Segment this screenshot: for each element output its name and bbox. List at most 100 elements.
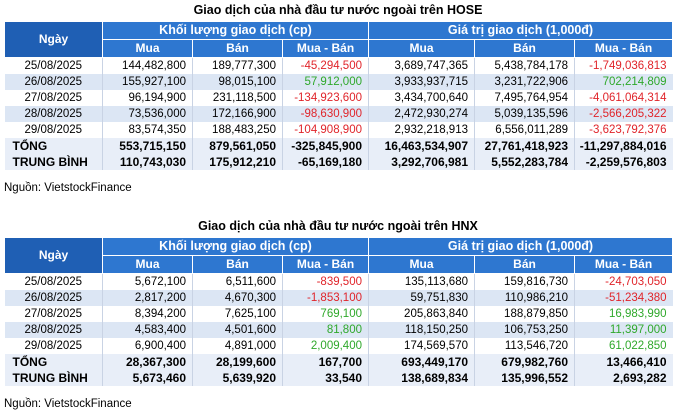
value-net: -2,259,576,803: [573, 154, 673, 170]
value-sell: 106,753,250: [474, 322, 575, 338]
volume-sell: 6,511,600: [192, 273, 283, 290]
table-row: 29/08/2025 6,900,400 4,891,000 2,009,400…: [5, 338, 673, 354]
total-label: TỔNG: [4, 138, 103, 154]
volume-net: -65,169,180: [282, 154, 369, 170]
hnx-sub-val-net: Mua - Bán: [573, 255, 674, 274]
volume-buy: 96,194,900: [102, 90, 193, 106]
volume-sell: 4,670,300: [192, 290, 283, 306]
value-sell: 3,231,722,906: [474, 74, 575, 90]
value-sell: 5,552,283,784: [474, 154, 575, 170]
value-buy: 3,689,747,365: [368, 57, 475, 74]
volume-buy: 6,900,400: [102, 338, 193, 354]
row-date: 25/08/2025: [24, 276, 83, 288]
value-buy: 138,689,834: [368, 370, 475, 386]
value-net: -3,623,792,376: [573, 122, 673, 138]
hnx-sub-val-buy: Mua: [368, 255, 475, 274]
volume-net: -98,630,900: [282, 106, 369, 122]
row-date: 29/08/2025: [24, 124, 83, 136]
total-row: TỔNG 553,715,150 879,561,050 -325,845,90…: [4, 138, 673, 154]
hose-sub-val-sell: Bán: [474, 39, 575, 58]
value-sell: 135,996,552: [474, 370, 575, 386]
value-net: -24,703,050: [573, 273, 673, 290]
value-net: -1,749,036,813: [573, 57, 673, 74]
average-label: TRUNG BÌNH: [4, 370, 103, 386]
volume-net: -134,923,600: [282, 90, 369, 106]
hnx-source: Nguồn: VietstockFinance: [4, 398, 132, 410]
value-buy: 693,449,170: [368, 354, 475, 370]
value-net: -11,297,884,016: [573, 138, 673, 154]
volume-buy: 553,715,150: [102, 138, 193, 154]
hose-col-day: Ngày: [4, 21, 103, 58]
hose-sub-vol-buy: Mua: [102, 39, 193, 58]
row-date: 25/08/2025: [24, 60, 83, 72]
volume-sell: 175,912,210: [192, 154, 283, 170]
hnx-title: Giao dịch của nhà đầu tư nước ngoài trên…: [198, 219, 478, 233]
value-net: 11,397,000: [573, 322, 673, 338]
value-sell: 188,879,850: [474, 306, 575, 322]
value-net: 13,466,410: [573, 354, 673, 370]
hose-sub-vol-sell: Bán: [192, 39, 283, 58]
table-row: 26/08/2025 2,817,200 4,670,300 -1,853,10…: [4, 290, 673, 306]
value-sell: 113,546,720: [474, 338, 575, 354]
value-net: -4,061,064,314: [573, 90, 673, 106]
volume-sell: 4,501,600: [192, 322, 283, 338]
average-label: TRUNG BÌNH: [4, 154, 103, 170]
value-net: -51,234,380: [573, 290, 673, 306]
value-net: 2,693,282: [573, 370, 673, 386]
hnx-group-value: Giá trị giao dịch (1,000đ): [367, 237, 674, 256]
table-row: 27/08/2025 8,394,200 7,625,100 769,100 2…: [5, 306, 673, 322]
total-label: TỔNG: [4, 354, 103, 370]
row-date: 29/08/2025: [24, 340, 83, 352]
value-sell: 7,495,764,954: [474, 90, 575, 106]
table-row: 25/08/2025 5,672,100 6,511,600 -839,500 …: [5, 273, 673, 290]
hnx-sub-vol-sell: Bán: [192, 255, 283, 274]
volume-buy: 144,482,800: [102, 57, 193, 74]
table-row: 28/08/2025 73,536,000 172,166,900 -98,63…: [4, 106, 673, 122]
volume-sell: 879,561,050: [192, 138, 283, 154]
hnx-table: Ngày Khối lượng giao dịch (cp) Giá trị g…: [4, 237, 674, 386]
row-date: 28/08/2025: [4, 106, 103, 122]
volume-buy: 110,743,030: [102, 154, 193, 170]
volume-buy: 2,817,200: [102, 290, 193, 306]
volume-sell: 28,199,600: [192, 354, 283, 370]
volume-buy: 4,583,400: [102, 322, 193, 338]
volume-net: 33,540: [282, 370, 369, 386]
volume-net: 2,009,400: [282, 338, 369, 354]
volume-net: -839,500: [282, 273, 369, 290]
volume-net: -45,294,500: [282, 57, 369, 74]
value-sell: 110,986,210: [474, 290, 575, 306]
value-buy: 3,292,706,981: [368, 154, 475, 170]
value-buy: 205,863,840: [368, 306, 475, 322]
volume-sell: 189,777,300: [192, 57, 283, 74]
row-date: 28/08/2025: [4, 322, 103, 338]
volume-net: 167,700: [282, 354, 369, 370]
value-net: 16,983,990: [573, 306, 673, 322]
hose-source: Nguồn: VietstockFinance: [4, 182, 132, 194]
volume-net: 57,912,000: [282, 74, 369, 90]
hnx-sub-vol-buy: Mua: [102, 255, 193, 274]
volume-buy: 5,673,460: [102, 370, 193, 386]
volume-sell: 5,639,920: [192, 370, 283, 386]
table-row: 26/08/2025 155,927,100 98,015,100 57,912…: [4, 74, 673, 90]
average-row: TRUNG BÌNH 5,673,460 5,639,920 33,540 13…: [4, 370, 673, 386]
value-buy: 59,751,830: [368, 290, 475, 306]
hose-group-volume: Khối lượng giao dịch (cp): [102, 21, 369, 40]
value-buy: 2,932,218,913: [368, 122, 475, 138]
table-row: 28/08/2025 4,583,400 4,501,600 81,800 11…: [4, 322, 673, 338]
volume-net: -104,908,900: [282, 122, 369, 138]
volume-net: -1,853,100: [282, 290, 369, 306]
value-buy: 118,150,250: [368, 322, 475, 338]
volume-buy: 8,394,200: [102, 306, 193, 322]
volume-buy: 83,574,350: [102, 122, 193, 138]
table-row: 27/08/2025 96,194,900 231,118,500 -134,9…: [5, 90, 673, 106]
volume-sell: 98,015,100: [192, 74, 283, 90]
hose-table: Ngày Khối lượng giao dịch (cp) Giá trị g…: [4, 21, 674, 170]
value-sell: 5,039,135,596: [474, 106, 575, 122]
value-buy: 135,113,680: [368, 273, 475, 290]
hnx-sub-vol-net: Mua - Bán: [282, 255, 369, 274]
table-row: 25/08/2025 144,482,800 189,777,300 -45,2…: [5, 57, 673, 74]
hnx-group-volume: Khối lượng giao dịch (cp): [102, 237, 369, 256]
hose-sub-val-buy: Mua: [368, 39, 475, 58]
hnx-col-day: Ngày: [4, 237, 103, 274]
value-sell: 5,438,784,178: [474, 57, 575, 74]
